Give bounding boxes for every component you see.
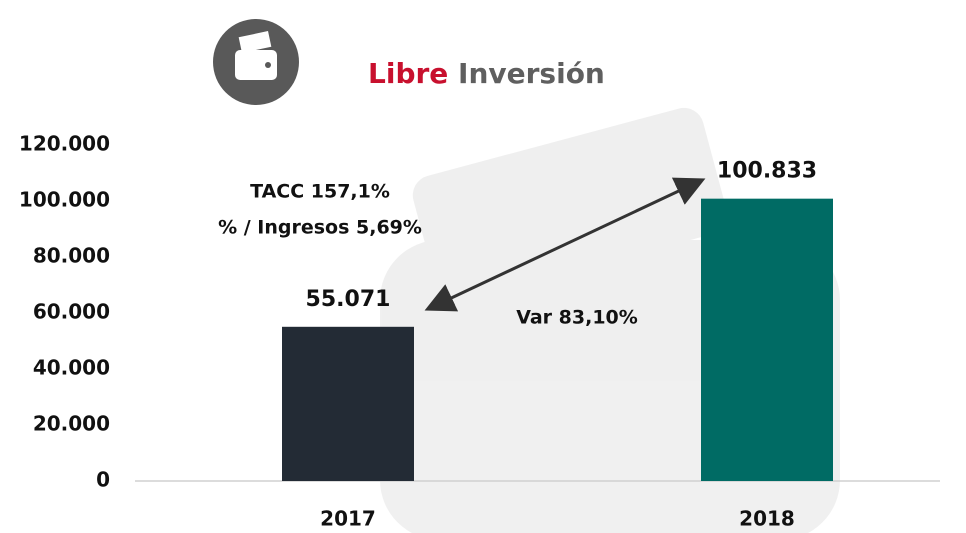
chart-title: Libre Inversión <box>368 57 605 90</box>
arrow <box>424 177 706 312</box>
bar <box>701 198 833 481</box>
y-tick-label: 120.000 <box>19 132 110 156</box>
x-tick-label: 2018 <box>739 507 795 531</box>
wallet-icon <box>213 19 299 105</box>
y-tick-label: 0 <box>96 468 110 492</box>
title-rest: Inversión <box>458 57 605 90</box>
title-highlight: Libre <box>368 57 448 90</box>
annotation: Var 83,10% <box>516 307 638 329</box>
bar <box>282 326 414 481</box>
annotation: % / Ingresos 5,69% <box>218 217 422 239</box>
x-tick-label: 2017 <box>320 507 376 531</box>
y-tick-label: 100.000 <box>19 188 110 212</box>
y-tick-label: 60.000 <box>33 300 110 324</box>
annotation: TACC 157,1% <box>250 181 390 203</box>
y-tick-label: 80.000 <box>33 244 110 268</box>
value-label: 100.833 <box>717 159 817 184</box>
y-tick-label: 20.000 <box>33 412 110 436</box>
value-label: 55.071 <box>306 287 391 312</box>
y-tick-label: 40.000 <box>33 356 110 380</box>
